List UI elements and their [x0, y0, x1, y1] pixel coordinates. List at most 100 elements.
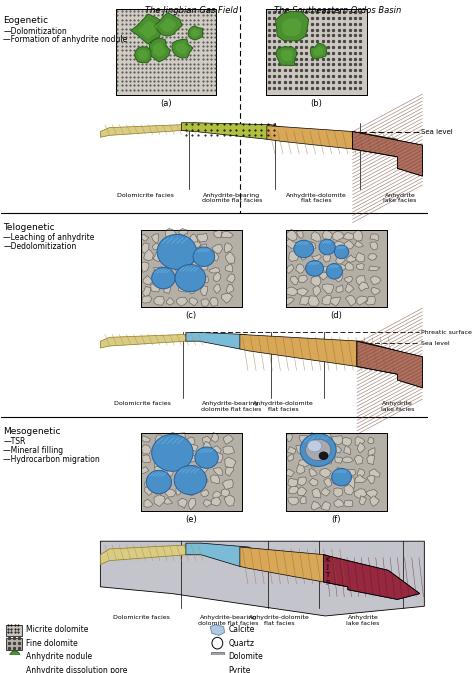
Polygon shape: [313, 285, 321, 297]
Ellipse shape: [175, 264, 206, 291]
Polygon shape: [367, 455, 375, 465]
Polygon shape: [321, 501, 330, 510]
Polygon shape: [145, 481, 153, 488]
Polygon shape: [282, 18, 301, 36]
Polygon shape: [342, 437, 352, 446]
Polygon shape: [311, 501, 321, 510]
Polygon shape: [178, 229, 188, 236]
Polygon shape: [149, 38, 170, 62]
Polygon shape: [346, 283, 354, 293]
Polygon shape: [353, 230, 363, 241]
Text: —Mineral filling: —Mineral filling: [3, 446, 64, 455]
Polygon shape: [175, 433, 185, 440]
Text: —Hydrocarbon migration: —Hydrocarbon migration: [3, 455, 100, 464]
Bar: [286, 433, 386, 511]
Text: Pyrite: Pyrite: [228, 666, 251, 673]
Polygon shape: [223, 446, 235, 454]
Text: Dolomicrite facies: Dolomicrite facies: [117, 192, 174, 198]
Polygon shape: [176, 42, 188, 54]
Polygon shape: [190, 234, 198, 244]
Polygon shape: [189, 477, 198, 487]
Text: Anhydrite-bearing
dolomite flat facies: Anhydrite-bearing dolomite flat facies: [201, 192, 262, 203]
Polygon shape: [343, 457, 354, 463]
Ellipse shape: [193, 247, 215, 267]
Ellipse shape: [306, 439, 331, 460]
Polygon shape: [296, 264, 304, 273]
Text: Anhydrite-dolomite
flat facies: Anhydrite-dolomite flat facies: [286, 192, 346, 203]
Polygon shape: [288, 497, 299, 505]
Polygon shape: [167, 466, 174, 476]
Bar: [116, 9, 217, 95]
Polygon shape: [164, 285, 171, 293]
Polygon shape: [223, 435, 234, 444]
Polygon shape: [165, 480, 172, 489]
Bar: [266, 9, 367, 95]
Text: Mesogenetic: Mesogenetic: [3, 427, 61, 435]
Text: Anhydrite-dolomite
flat facies: Anhydrite-dolomite flat facies: [249, 615, 310, 626]
Polygon shape: [191, 28, 200, 37]
Polygon shape: [209, 268, 220, 273]
Polygon shape: [287, 454, 294, 462]
Polygon shape: [309, 479, 318, 486]
Text: (c): (c): [186, 311, 197, 320]
Polygon shape: [142, 435, 150, 442]
Polygon shape: [333, 241, 345, 251]
Polygon shape: [210, 252, 219, 261]
Polygon shape: [344, 470, 356, 477]
Polygon shape: [190, 251, 202, 260]
Polygon shape: [287, 434, 293, 441]
Polygon shape: [154, 267, 165, 275]
Text: Telogenetic: Telogenetic: [3, 223, 55, 232]
Polygon shape: [331, 297, 340, 306]
Polygon shape: [172, 39, 193, 58]
Polygon shape: [177, 273, 185, 280]
Polygon shape: [275, 11, 309, 41]
Polygon shape: [308, 295, 319, 306]
Polygon shape: [367, 475, 375, 484]
Text: Fine dolomite: Fine dolomite: [26, 639, 77, 647]
Text: —Dolomitization: —Dolomitization: [3, 27, 67, 36]
Polygon shape: [164, 243, 173, 250]
Bar: [141, 433, 242, 511]
Polygon shape: [100, 122, 195, 137]
Polygon shape: [298, 477, 306, 486]
Polygon shape: [369, 266, 380, 271]
Text: (a): (a): [160, 100, 172, 108]
Polygon shape: [321, 487, 330, 496]
Text: Anhydrite
lake facies: Anhydrite lake facies: [346, 615, 380, 626]
Polygon shape: [155, 458, 165, 469]
Ellipse shape: [319, 240, 335, 255]
Polygon shape: [312, 489, 321, 498]
Polygon shape: [344, 446, 351, 455]
Text: P: P: [325, 580, 329, 586]
Text: K: K: [325, 557, 329, 563]
Polygon shape: [165, 229, 176, 239]
Polygon shape: [176, 243, 183, 250]
Polygon shape: [289, 487, 300, 494]
Polygon shape: [227, 284, 234, 293]
Polygon shape: [176, 458, 185, 466]
Polygon shape: [334, 488, 343, 497]
Ellipse shape: [319, 452, 328, 460]
Polygon shape: [191, 242, 201, 248]
Polygon shape: [213, 468, 222, 475]
Polygon shape: [287, 297, 294, 306]
Text: Anhydrite
lake facies: Anhydrite lake facies: [381, 401, 414, 412]
Polygon shape: [178, 479, 188, 490]
Polygon shape: [142, 262, 149, 273]
Polygon shape: [164, 271, 172, 279]
Polygon shape: [225, 457, 236, 468]
Polygon shape: [311, 232, 321, 242]
Polygon shape: [298, 487, 307, 495]
Polygon shape: [143, 276, 153, 285]
Polygon shape: [332, 232, 345, 240]
Polygon shape: [323, 253, 331, 262]
Polygon shape: [298, 275, 308, 283]
Polygon shape: [356, 276, 365, 286]
Polygon shape: [310, 242, 316, 249]
Bar: [286, 433, 386, 511]
Polygon shape: [310, 445, 319, 456]
Ellipse shape: [300, 433, 336, 466]
Circle shape: [212, 664, 223, 673]
Polygon shape: [357, 341, 422, 388]
